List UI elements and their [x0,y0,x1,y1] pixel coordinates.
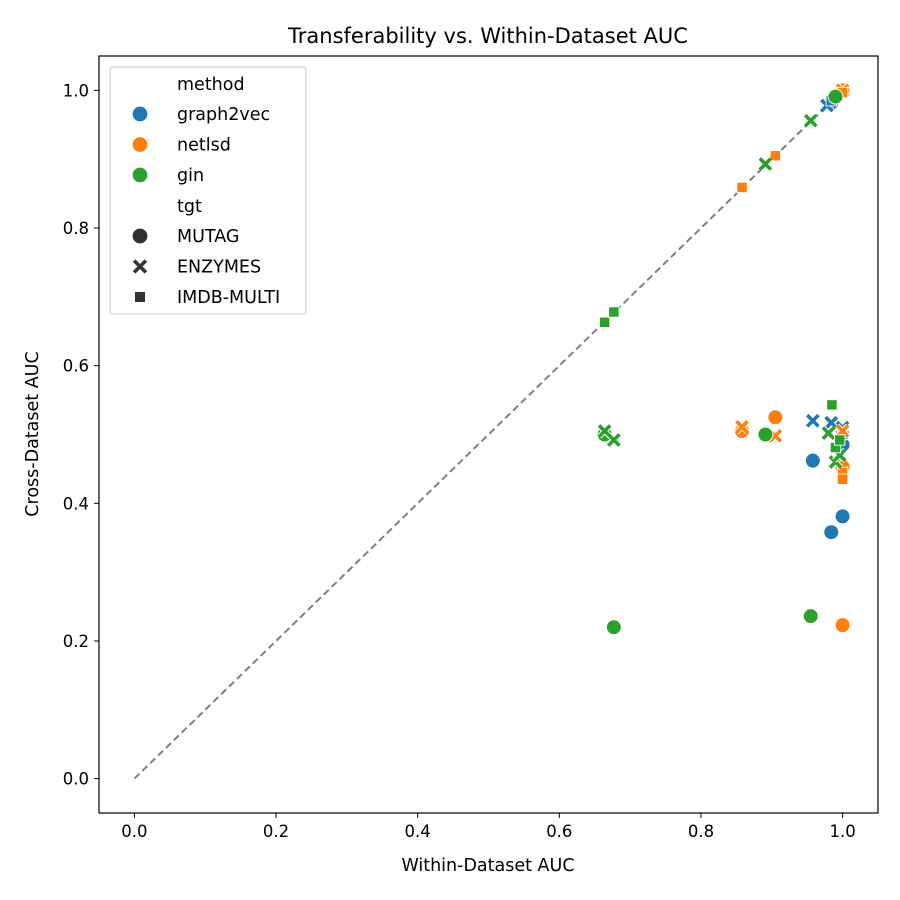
x-axis-label: Within-Dataset AUC [401,856,574,876]
x-tick-label: 0.0 [121,822,147,841]
x-tick-label: 1.0 [829,822,855,841]
data-point-gin-enzymes-3 [803,113,819,129]
data-point-gin-imdb-multi-4 [834,434,846,446]
y-tick-label: 0.8 [63,219,89,238]
x-tick-label: 0.8 [688,822,714,841]
legend-label-imdb-multi: IMDB-MULTI [177,288,280,308]
x-tick-label: 0.6 [546,822,572,841]
data-point-gin-mutag-1 [757,426,774,443]
data-point-gin-imdb-multi-2 [826,399,838,411]
y-tick-label: 0.6 [63,357,89,376]
data-point-netlsd-imdb-multi-3 [836,473,849,485]
legend-marker-imdb-multi [134,291,146,303]
data-point-netlsd-imdb-multi-0 [736,181,748,194]
legend-marker-gin [131,166,149,184]
data-point-graph2vec-enzymes-0 [805,413,821,429]
legend: method graph2vec netlsd gin tgt MUTAG ENZYM… [109,66,307,315]
legend-hue-title: method [177,75,245,95]
y-axis: 0.0 0.2 0.4 0.6 0.8 1.0 [63,81,99,789]
y-axis-label: Cross-Dataset AUC [23,351,43,516]
legend-box [109,66,307,315]
legend-marker-enzymes [132,258,148,275]
y-tick-label: 0.2 [63,632,89,651]
chart-title: Transferability vs. Within-Dataset AUC [287,24,688,48]
legend-style-title: tgt [177,197,202,217]
x-axis: 0.0 0.2 0.4 0.6 0.8 1.0 [121,813,856,841]
y-tick-label: 1.0 [63,81,89,100]
legend-label-gin: gin [177,166,204,186]
data-point-graph2vec-mutag-2 [834,508,851,525]
data-point-graph2vec-mutag-1 [823,524,840,541]
data-point-graph2vec-mutag-0 [804,452,821,469]
data-point-gin-enzymes-2 [757,156,773,172]
axes-frame [98,55,879,814]
x-tick-label: 0.4 [405,822,431,841]
data-point-gin-imdb-multi-0 [598,316,611,328]
x-tick-label: 0.2 [263,822,289,841]
data-point-netlsd-mutag-3 [834,617,851,634]
y-tick-label: 0.0 [63,770,89,789]
legend-marker-netlsd [131,136,149,153]
data-point-graph2vec-enzymes-1 [823,415,839,431]
data-point-gin-mutag-3 [802,608,819,625]
legend-label-graph2vec: graph2vec [177,105,270,125]
legend-label-mutag: MUTAG [177,227,239,247]
y-tick-label: 0.4 [63,494,89,513]
data-point-gin-mutag-4 [827,88,844,105]
legend-label-enzymes: ENZYMES [177,258,261,278]
legend-marker-mutag [131,227,149,245]
data-point-netlsd-mutag-0 [767,409,784,426]
data-point-gin-enzymes-0 [597,423,613,439]
data-point-gin-mutag-2 [605,619,622,636]
plot-area [133,82,851,780]
data-point-gin-enzymes-1 [606,432,622,448]
data-point-netlsd-enzymes-0 [734,419,750,435]
data-point-netlsd-imdb-multi-1 [769,150,781,162]
legend-marker-graph2vec [131,105,149,123]
data-point-gin-imdb-multi-1 [608,306,620,318]
legend-label-netlsd: netlsd [177,136,231,156]
data-point-gin-enzymes-5 [820,425,837,441]
